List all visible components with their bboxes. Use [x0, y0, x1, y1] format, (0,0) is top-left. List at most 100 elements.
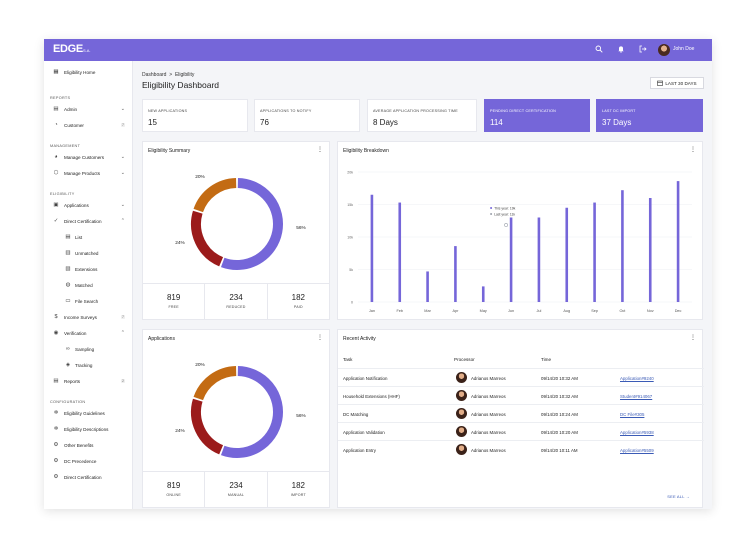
applications-menu-icon[interactable]: ⋮	[317, 335, 323, 341]
dollar-icon: $	[54, 314, 58, 320]
stat-card-last-dc-import[interactable]: LAST DC IMPORT 37 Days	[596, 99, 703, 132]
sidebar-item-eligibility-guidelines[interactable]: ✲ Eligibility Guidelines	[44, 407, 133, 419]
sidebar-item-verification[interactable]: ◉ Verification ⌃	[44, 327, 133, 339]
sidebar-item-manage-products[interactable]: ⬡ Manage Products ⌄	[44, 167, 133, 179]
sidebar-item-label: List	[75, 234, 83, 240]
user-avatar[interactable]	[658, 44, 670, 56]
sidebar-item-label: Eligibility Home	[64, 69, 96, 75]
chevron-icon[interactable]: ⌃	[120, 330, 125, 336]
breadcrumb: Dashboard > Eligibility	[142, 72, 194, 78]
y-tick-label: 15k	[347, 203, 353, 207]
chevron-icon[interactable]: ⌄	[120, 202, 125, 208]
sidebar-item-applications[interactable]: ▣ Applications ⌄	[44, 199, 133, 211]
eligibility-summary-slice[interactable]	[191, 210, 224, 267]
record-link[interactable]: Application#5509	[620, 448, 654, 453]
bar-oct[interactable]	[621, 190, 624, 302]
sidebar-item-sampling[interactable]: ∞ Sampling	[44, 343, 133, 355]
table-row[interactable]: Application Validation Adrianos Marreos …	[338, 422, 704, 440]
bar-aug[interactable]	[565, 207, 569, 302]
date-range-button[interactable]: LAST 30 DAYS	[650, 77, 704, 89]
sidebar-item-label: Income Surveys	[64, 314, 97, 320]
count-badge: 2	[121, 379, 125, 383]
sidebar-item-unmatched[interactable]: ▥ Unmatched	[44, 247, 133, 259]
sidebar-item-admin[interactable]: ▤ Admin ⌄	[44, 103, 133, 115]
summary-stat-caption: ONLINE	[166, 493, 181, 497]
sidebar-item-file-search[interactable]: ▭ File Search	[44, 295, 133, 307]
chevron-icon[interactable]: ⌄	[120, 170, 125, 176]
sidebar-item-label: Direct Certification	[64, 218, 102, 224]
stat-card-new-applications[interactable]: NEW APPLICATIONS 15	[142, 99, 248, 132]
x-tick-label: Oct	[619, 309, 626, 313]
bar-nov[interactable]	[648, 198, 652, 302]
bar-dec[interactable]	[676, 181, 680, 302]
record-link[interactable]: Application#5938	[620, 430, 654, 435]
summary-stat: 234 REDUCED	[205, 284, 268, 319]
see-all-link[interactable]: SEE ALL →	[667, 494, 690, 499]
table-row[interactable]: Application Notification Adrianos Marreo…	[338, 368, 704, 386]
bar-jul[interactable]	[537, 217, 541, 303]
sidebar-item-eligibility-home[interactable]: ▦ Eligibility Home	[44, 66, 133, 78]
sidebar-item-income-surveys[interactable]: $ Income Surveys 7	[44, 311, 133, 323]
sidebar-section-reports: REPORTS	[50, 96, 71, 100]
sidebar-item-extensions[interactable]: ▧ Extensions	[44, 263, 133, 275]
eligibility-breakdown-menu-icon[interactable]: ⋮	[690, 147, 696, 153]
precedence-icon: ⚙	[53, 458, 59, 464]
bar-apr[interactable]	[454, 246, 457, 302]
summary-stat-value: 234	[229, 293, 243, 302]
x-tick-label: Jan	[369, 309, 375, 313]
record-link[interactable]: Application#9240	[620, 376, 654, 381]
tooltip-last-year: Last year: 11k	[494, 212, 515, 216]
chevron-icon[interactable]: ⌄	[120, 154, 125, 160]
stat-card-average-application-processing-time[interactable]: AVERAGE APPLICATION PROCESSING TIME 8 Da…	[367, 99, 477, 132]
sidebar-item-list[interactable]: ▤ List	[44, 231, 133, 243]
bar-jan[interactable]	[370, 194, 374, 302]
bell-icon[interactable]	[616, 45, 626, 55]
table-row[interactable]: Application Entry Adrianos Marreos 09/14…	[338, 440, 704, 458]
recent-activity-menu-icon[interactable]: ⋮	[690, 335, 696, 341]
stat-card-applications-to-notify[interactable]: APPLICATIONS TO NOTIFY 76	[254, 99, 360, 132]
app-logo[interactable]: EDGES.A.	[53, 43, 91, 55]
breadcrumb-root[interactable]: Dashboard	[142, 72, 167, 78]
time-cell: 09/14/20 10:32 AM	[541, 394, 578, 399]
x-tick-label: Nov	[647, 309, 654, 313]
processor-cell: Adrianos Marreos	[471, 448, 506, 453]
applications-slice[interactable]	[193, 366, 237, 401]
sidebar-item-matched[interactable]: ◍ Matched	[44, 279, 133, 291]
time-cell: 09/14/20 10:32 AM	[541, 376, 578, 381]
column-header-time: Time	[541, 357, 552, 362]
user-name[interactable]: John Doe	[673, 46, 695, 52]
sidebar-item-direct-certification[interactable]: ✓ Direct Certification ⌃	[44, 215, 133, 227]
bar-may[interactable]	[481, 286, 485, 302]
sidebar-item-tracking[interactable]: ◈ Tracking	[44, 359, 133, 371]
bar-mar[interactable]	[426, 271, 429, 302]
eligibility-summary-menu-icon[interactable]: ⋮	[317, 147, 323, 153]
eligibility-summary-slice[interactable]	[220, 178, 283, 270]
record-link[interactable]: DC File#305	[620, 412, 645, 417]
chevron-icon[interactable]: ⌃	[120, 218, 125, 224]
bar-jun[interactable]	[509, 217, 513, 303]
sidebar-item-manage-customers[interactable]: ◕ Manage Customers ⌄	[44, 151, 133, 163]
record-link[interactable]: Student#914067	[620, 394, 653, 399]
table-row[interactable]: DC Matching Adrianos Marreos 09/14/20 10…	[338, 404, 704, 422]
applications-slice-label: 20%	[195, 362, 205, 368]
sidebar-item-dc-precedence[interactable]: ⚙ DC Precedence	[44, 455, 133, 467]
sidebar-item-eligibility-descriptions[interactable]: ✲ Eligibility Descriptions	[44, 423, 133, 435]
stat-card-pending-direct-certification[interactable]: PENDING DIRECT CERTIFICATION 114	[484, 99, 590, 132]
chevron-icon[interactable]: ⌄	[120, 106, 125, 112]
table-row[interactable]: Household Extensions (HHF) Adrianos Marr…	[338, 386, 704, 404]
logout-icon[interactable]	[638, 45, 648, 55]
eligibility-summary-slice[interactable]	[193, 178, 237, 213]
x-tick-label: Feb	[396, 309, 403, 313]
column-header-task: Task	[343, 357, 353, 362]
sidebar-item-reports[interactable]: ▤ Reports 2	[44, 375, 133, 387]
bar-sep[interactable]	[593, 202, 596, 302]
x-tick-label: Jul	[536, 309, 541, 313]
applications-slice[interactable]	[191, 398, 224, 455]
applications-slice[interactable]	[220, 366, 283, 458]
sidebar-item-other-benefits[interactable]: ⚙ Other Benefits	[44, 439, 133, 451]
search-icon[interactable]	[594, 45, 604, 55]
sidebar-item-label: Customer	[64, 122, 84, 128]
sidebar-item-direct-certification-config[interactable]: ⚙ Direct Certification	[44, 471, 133, 483]
bar-feb[interactable]	[398, 202, 402, 302]
sidebar-item-customer[interactable]: ◔ Customer 7	[44, 119, 133, 131]
